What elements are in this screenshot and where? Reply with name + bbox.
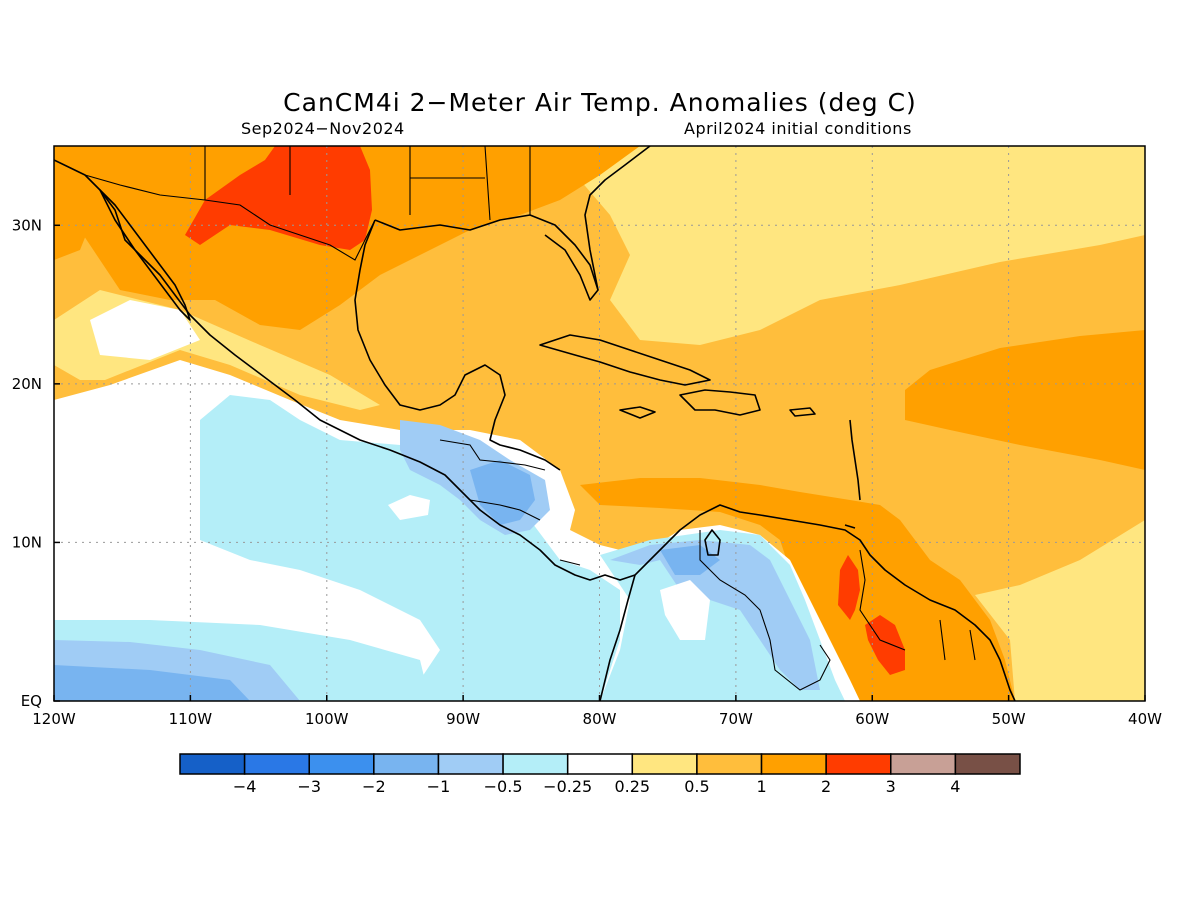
lon-tick-label: 120W xyxy=(32,710,76,728)
colorbar-swatch xyxy=(825,753,892,775)
colorbar-label: −4 xyxy=(233,777,257,796)
lon-tick-label: 50W xyxy=(992,710,1026,728)
colorbar-swatch xyxy=(437,753,504,775)
lon-tick-label: 80W xyxy=(583,710,617,728)
period-label: Sep2024−Nov2024 xyxy=(241,119,405,138)
coast-baja xyxy=(99,189,191,321)
anomaly-fill-atlantic-pale xyxy=(560,146,1145,345)
anomaly-fill-neutral-patch-1 xyxy=(388,495,430,520)
init-conditions-label: April2024 initial conditions xyxy=(684,119,912,138)
coast-us-atlantic xyxy=(584,146,651,291)
colorbar-swatch xyxy=(179,753,246,775)
lat-tick-label: 20N xyxy=(12,375,42,393)
colorbar-label: 2 xyxy=(821,777,831,796)
colorbar: −4 −3 −2 −1 −0.5 −0.25 0.25 0.5 1 2 3 4 xyxy=(179,753,1021,796)
colorbar-swatch xyxy=(373,753,440,775)
lon-tick-label: 60W xyxy=(855,710,889,728)
lat-tick-label: 10N xyxy=(12,533,42,551)
colorbar-label: −2 xyxy=(362,777,386,796)
coast-us-gulf xyxy=(374,214,599,301)
anomaly-fill-caribbean-orange xyxy=(580,478,1015,701)
coast-lake-maracaibo xyxy=(704,529,721,556)
colorbar-label: 4 xyxy=(950,777,960,796)
border-venezuela-colombia xyxy=(699,530,831,691)
colorbar-label: −1 xyxy=(427,777,451,796)
colorbar-label: 0.5 xyxy=(684,777,709,796)
lat-tick-label: 30N xyxy=(12,216,42,234)
figure-title: CanCM4i 2−Meter Air Temp. Anomalies (deg… xyxy=(283,88,917,117)
coast-mexico-pacific xyxy=(54,159,636,581)
border-central-america xyxy=(439,439,581,566)
colorbar-swatch xyxy=(890,753,957,775)
colorbar-label: 3 xyxy=(886,777,896,796)
colorbar-swatch xyxy=(954,753,1021,775)
borders xyxy=(84,146,976,691)
colorbar-swatch xyxy=(760,753,827,775)
anomaly-fill-northwest-orange xyxy=(54,146,110,260)
lon-tick-label: 40W xyxy=(1128,710,1162,728)
anomaly-fill-neutral-patch-3 xyxy=(90,300,200,360)
coast-lesser-antilles xyxy=(844,419,861,529)
anomaly-fill-colombia-blue xyxy=(660,545,720,575)
lon-tick-label: 110W xyxy=(169,710,213,728)
anomaly-fill-colombia-lightblue xyxy=(610,540,820,690)
coast-gulf-mexico xyxy=(354,219,561,471)
lon-tick-label: 70W xyxy=(719,710,753,728)
border-guyana xyxy=(859,549,976,661)
colorbar-swatch xyxy=(696,753,763,775)
lon-tick-label: 100W xyxy=(305,710,349,728)
coast-cuba xyxy=(539,334,711,386)
anomaly-fill-atlantic-pale-lower xyxy=(975,520,1145,701)
lat-tick-label: EQ xyxy=(21,692,42,710)
anomaly-fill-mexico-red xyxy=(185,146,372,250)
colorbar-swatch xyxy=(502,753,569,775)
colorbar-label: −0.25 xyxy=(543,777,592,796)
coast-jamaica xyxy=(619,406,656,419)
coast-puerto-rico xyxy=(789,407,816,417)
anomaly-fill-neutral-patch-2 xyxy=(660,580,710,640)
anomaly-fill-guyana-red xyxy=(865,615,905,675)
map-panel xyxy=(54,146,1145,701)
lon-tick-label: 90W xyxy=(446,710,480,728)
colorbar-label: −3 xyxy=(297,777,321,796)
colorbar-swatch xyxy=(631,753,698,775)
colorbar-label: 0.25 xyxy=(614,777,650,796)
anomaly-fill-venezuela-red xyxy=(838,555,860,620)
anomaly-fill-atlantic-orange xyxy=(905,330,1145,470)
coast-hispaniola xyxy=(679,389,761,416)
coastlines xyxy=(54,146,1016,701)
coast-colombia-pacific xyxy=(599,574,636,701)
lat-axis: EQ 10N 20N 30N xyxy=(12,216,60,710)
anomaly-fill-honduras-blue xyxy=(470,460,535,525)
colorbar-label: −0.5 xyxy=(484,777,523,796)
border-us-mexico xyxy=(84,174,376,261)
grid-lines xyxy=(54,146,1145,701)
colorbar-swatch xyxy=(243,753,310,775)
colorbar-swatch xyxy=(566,753,634,775)
lon-axis: 120W 110W 100W 90W 80W 70W 60W 50W 40W xyxy=(32,695,1162,728)
coast-south-america-north xyxy=(634,504,1016,701)
anomaly-fill-pacific-lightcyan xyxy=(200,395,620,701)
border-us-states xyxy=(204,146,531,221)
colorbar-label: 1 xyxy=(756,777,766,796)
anomaly-fill-pacific-blue-south xyxy=(54,665,250,701)
colorbar-swatch xyxy=(308,753,375,775)
